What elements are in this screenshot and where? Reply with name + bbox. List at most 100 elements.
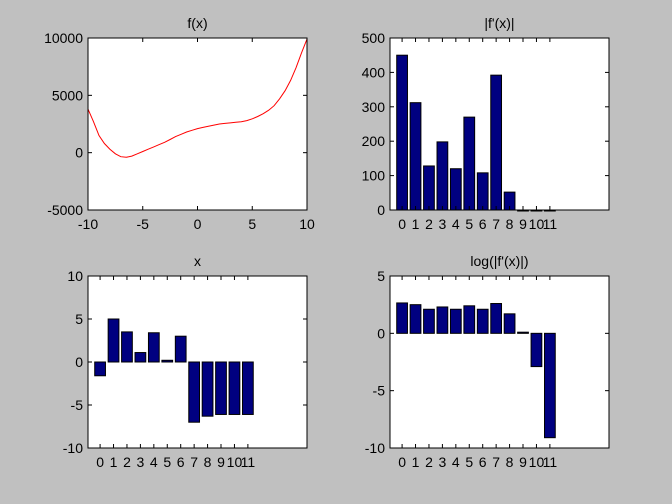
axes-frame [389,275,610,449]
bar-3 [436,306,449,334]
x-tick-label: 7 [190,454,198,470]
bar-1 [107,318,120,363]
bar-10 [228,361,241,415]
bar-2 [121,331,133,363]
y-tick-label: 200 [362,133,386,149]
bar-2 [423,165,435,211]
bar-1 [409,304,422,334]
bar-6 [174,335,187,363]
x-tick-label: 10 [529,216,545,232]
x-tick-label: 6 [177,454,185,470]
y-tick-label: 100 [362,168,386,184]
x-tick-label: 0 [194,216,202,232]
bar-1 [409,102,422,211]
y-tick-label: 10000 [44,30,83,46]
x-tick-label: 8 [204,454,212,470]
bar-6 [476,172,489,211]
bar-4 [147,332,160,363]
bar-8 [201,361,214,417]
x-tick-label: 5 [465,454,473,470]
bar-7 [490,74,503,211]
x-tick-label: 5 [248,216,256,232]
x-tick-label: 9 [519,454,527,470]
bar-8 [503,313,516,334]
bar-5 [463,116,476,211]
x-tick-label: 2 [425,216,433,232]
bar-9 [517,331,529,334]
bar-0 [94,361,106,377]
x-tick-label: 7 [492,454,500,470]
x-tick-label: 0 [398,216,406,232]
y-tick-label: 300 [362,99,386,115]
axes-frame [389,37,610,211]
x-tick-label: 4 [452,454,460,470]
y-tick-label: 10 [67,268,83,284]
x-tick-label: 11 [543,216,558,232]
x-tick-label: 10 [299,216,315,232]
x-tick-label: 11 [241,454,256,470]
y-tick-label: -5 [71,397,84,413]
y-tick-label: -10 [63,440,83,456]
x-tick-label: 0 [96,454,104,470]
bar-3 [436,141,449,211]
bar-0 [396,54,408,211]
chart-0: f(x) -5000 0 5000 10000 -10 -5 0 5 10 [44,15,315,232]
x-tick-label: -10 [78,216,98,232]
x-tick-label: 2 [425,454,433,470]
y-tick-label: -10 [365,440,385,456]
chart-title: |f'(x)| [484,15,514,31]
x-tick-label: 9 [217,454,225,470]
x-tick-label: 9 [519,216,527,232]
x-tick-label: 8 [506,454,514,470]
y-tick-label: 5 [75,311,83,327]
x-tick-label: 1 [110,454,118,470]
x-tick-label: 1 [412,454,420,470]
y-tick-label: 0 [377,202,385,218]
y-tick-label: 5 [377,268,385,284]
x-tick-label: 5 [163,454,171,470]
x-tick-label: 1 [412,216,420,232]
y-tick-label: 0 [377,325,385,341]
x-tick-label: 4 [150,454,158,470]
x-tick-label: 2 [123,454,131,470]
bar-3 [134,352,147,363]
x-tick-label: 3 [439,454,447,470]
x-tick-label: 10 [529,454,545,470]
bar-7 [490,303,503,334]
bar-5 [161,359,174,363]
series-line-0 [87,38,308,158]
x-tick-label: 3 [137,454,145,470]
bar-2 [423,308,435,334]
y-tick-label: -5000 [47,202,83,218]
x-tick-label: 6 [479,454,487,470]
x-tick-label: 3 [439,216,447,232]
x-tick-label: 7 [492,216,500,232]
x-tick-label: 8 [506,216,514,232]
chart-title: log(|f'(x)|) [470,253,528,269]
axes-frame [87,275,308,449]
bar-5 [463,305,476,334]
plot-area [88,38,307,210]
axes-frame [87,37,308,211]
chart-title: f(x) [187,15,207,31]
chart-title: x [194,253,201,269]
y-tick-label: 400 [362,64,386,80]
plot-area [390,276,609,448]
y-tick-label: 5000 [52,87,83,103]
y-tick-label: -5 [373,383,386,399]
y-tick-label: 0 [75,145,83,161]
x-tick-label: 11 [543,454,558,470]
bar-4 [449,308,462,334]
x-tick-label: 4 [452,216,460,232]
bar-10 [530,332,543,368]
y-tick-label: 500 [362,30,386,46]
x-tick-label: -5 [137,216,150,232]
x-tick-label: 5 [465,216,473,232]
bar-11 [544,332,556,439]
bar-7 [188,361,201,423]
bar-4 [449,168,462,211]
